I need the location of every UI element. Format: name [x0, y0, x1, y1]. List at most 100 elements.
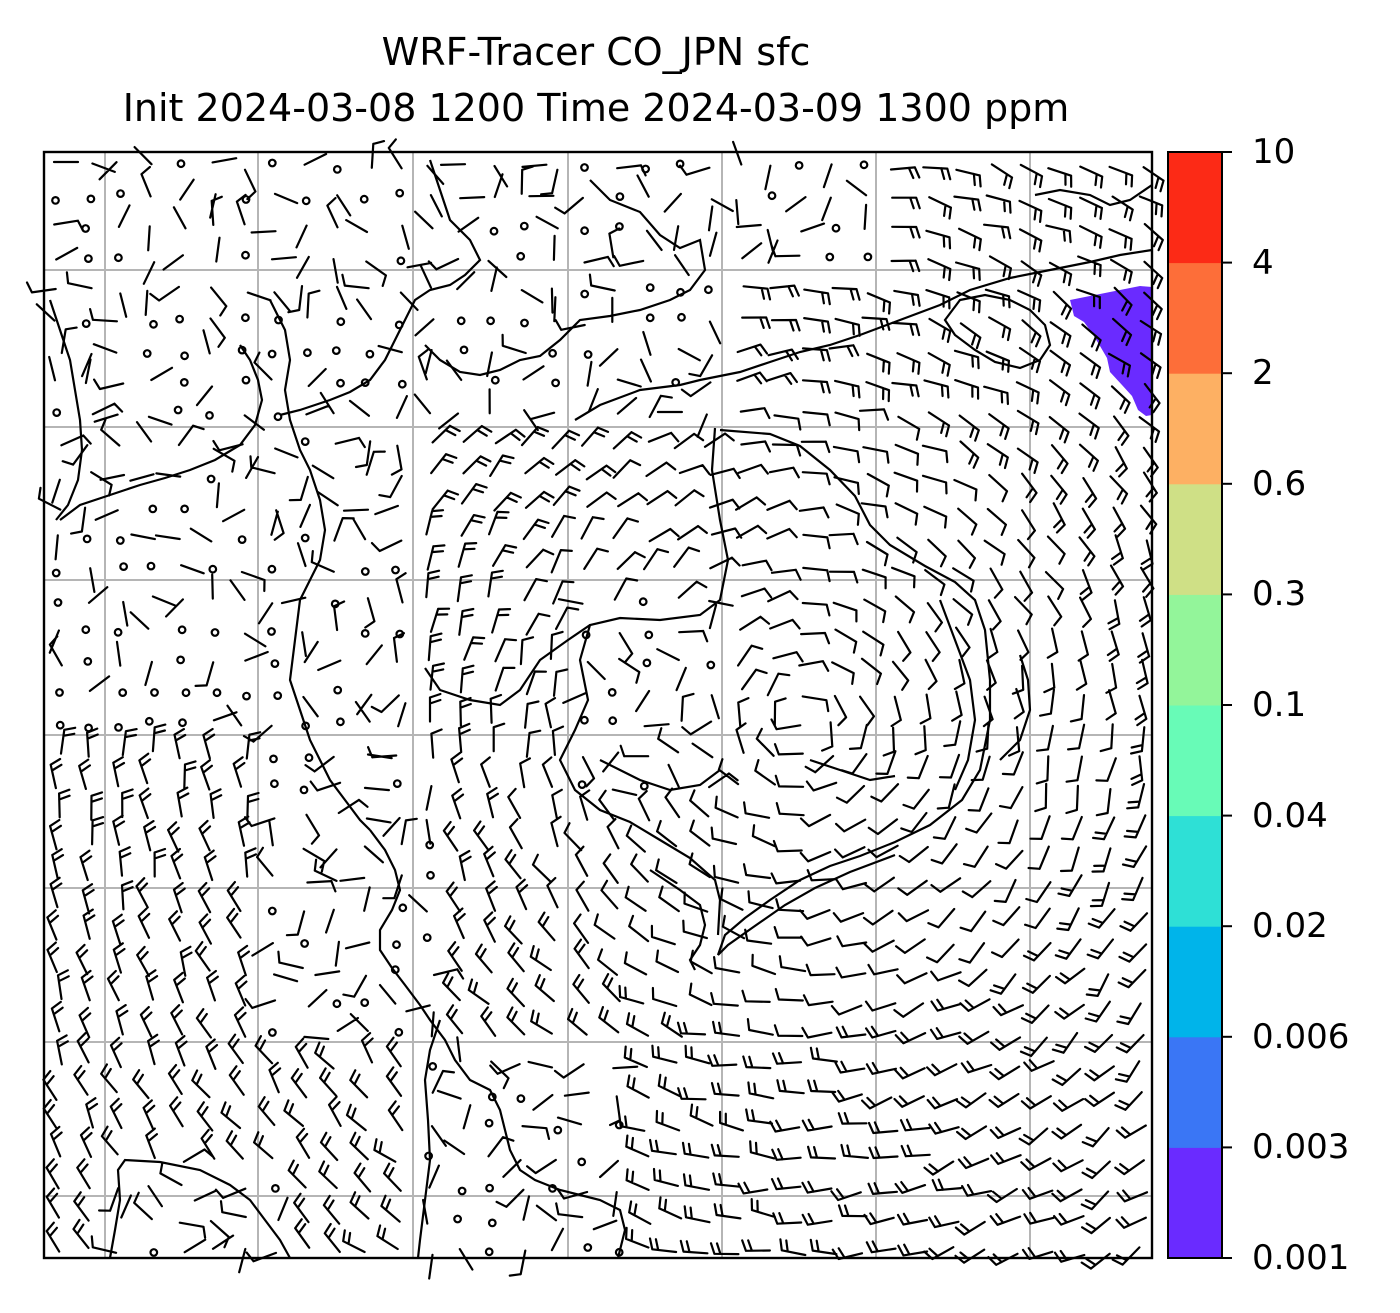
calm-wind-circle	[390, 965, 400, 975]
calm-wind-circle	[237, 345, 247, 355]
calm-wind-circle	[551, 378, 560, 388]
calm-wind-circle	[490, 375, 500, 385]
calm-wind-circle	[639, 781, 649, 791]
calm-wind-circle	[704, 285, 713, 295]
calm-wind-circle	[173, 405, 183, 415]
calm-wind-circle	[116, 189, 125, 199]
calm-wind-circle	[331, 346, 341, 356]
calm-wind-circle	[489, 226, 499, 236]
calm-wind-circle	[300, 437, 310, 447]
calm-wind-circle	[671, 378, 681, 387]
calm-wind-circle	[113, 253, 123, 263]
calm-wind-circle	[642, 658, 652, 668]
calm-wind-circle	[210, 628, 220, 637]
calm-wind-circle	[487, 1092, 497, 1102]
calm-wind-circle	[150, 688, 159, 697]
colorbar-tick-label: 0.6	[1252, 463, 1307, 504]
calm-wind-circle	[144, 716, 154, 726]
calm-wind-circle	[457, 1186, 467, 1196]
calm-wind-circle	[548, 1183, 557, 1193]
colorbar-tick-label: 0.003	[1252, 1127, 1350, 1168]
calm-wind-circle	[863, 252, 873, 262]
calm-wind-circle	[580, 163, 589, 172]
calm-wind-circle	[336, 317, 346, 327]
calm-wind-circle	[580, 289, 590, 299]
calm-wind-circle	[208, 564, 218, 574]
calm-wind-circle	[485, 1183, 495, 1193]
calm-wind-circle	[398, 903, 408, 913]
calm-wind-circle	[241, 375, 251, 385]
calm-wind-circle	[149, 1248, 159, 1257]
chart-title-line2: Init 2024-03-08 1200 Time 2024-03-09 130…	[122, 86, 1070, 130]
calm-wind-circle	[267, 627, 276, 636]
calm-wind-circle	[242, 691, 251, 701]
calm-wind-circle	[273, 691, 283, 700]
calm-wind-circle	[179, 378, 189, 387]
calm-wind-circle	[397, 379, 407, 389]
colorbar-tick-label: 10	[1252, 132, 1296, 172]
colorbar-tick-label: 0.3	[1252, 574, 1307, 615]
calm-wind-circle	[175, 314, 185, 324]
calm-wind-circle	[336, 378, 345, 388]
calm-wind-circle	[484, 1118, 494, 1128]
calm-wind-circle	[118, 688, 128, 697]
calm-wind-circle	[300, 939, 310, 948]
calm-wind-circle	[55, 688, 64, 697]
calm-wind-circle	[392, 779, 402, 788]
calm-wind-circle	[180, 504, 190, 514]
calm-wind-circle	[267, 564, 277, 574]
colorbar-bin	[1168, 483, 1222, 595]
calm-wind-circle	[394, 1027, 404, 1037]
calm-wind-circle	[645, 313, 655, 323]
calm-wind-circle	[241, 250, 250, 260]
calm-wind-circle	[241, 195, 251, 204]
calm-wind-circle	[336, 717, 345, 727]
calm-wind-circle	[299, 785, 309, 795]
chart-title-line1: WRF-Tracer CO_JPN sfc	[381, 30, 811, 74]
calm-wind-circle	[51, 195, 60, 205]
calm-wind-circle	[519, 221, 529, 231]
calm-wind-circle	[267, 349, 277, 359]
calm-wind-circle	[645, 283, 655, 293]
calm-wind-circle	[638, 597, 648, 607]
colorbar-bin	[1168, 152, 1222, 264]
calm-wind-circle	[516, 1094, 526, 1103]
calm-wind-circle	[52, 408, 62, 418]
colorbar-bin	[1168, 1147, 1222, 1259]
colorbar-tick-label: 4	[1252, 242, 1274, 283]
calm-wind-circle	[394, 320, 404, 330]
calm-wind-circle	[81, 625, 91, 635]
colorbar-tick-label: 0.02	[1252, 906, 1328, 947]
colorbar-bin	[1168, 926, 1222, 1038]
map-background	[44, 152, 1152, 1258]
calm-wind-circle	[360, 567, 370, 576]
calm-wind-circle	[607, 688, 617, 697]
calm-wind-circle	[178, 718, 187, 728]
wind-barb-shafts	[25, 138, 1165, 1280]
calm-wind-circle	[146, 561, 156, 571]
calm-wind-circle	[456, 316, 466, 326]
calm-wind-circle	[825, 252, 835, 262]
calm-wind-circle	[301, 196, 311, 206]
calm-wind-circle	[360, 378, 370, 388]
colorbar	[1167, 151, 1232, 1259]
calm-wind-circle	[365, 349, 375, 359]
calm-wind-circle	[300, 533, 310, 543]
calm-wind-circle	[53, 598, 63, 607]
calm-wind-circle	[83, 657, 93, 666]
calm-wind-circle	[422, 933, 432, 942]
calm-wind-circle	[831, 223, 841, 233]
calm-wind-circle	[360, 629, 370, 638]
calm-wind-circle	[333, 685, 343, 695]
calm-wind-circle	[205, 411, 214, 420]
colorbar-bin	[1168, 262, 1222, 374]
calm-wind-circle	[303, 348, 312, 358]
calm-wind-circle	[114, 723, 123, 732]
colorbar-tick-label: 0.006	[1252, 1016, 1350, 1057]
calm-wind-circle	[51, 568, 61, 578]
calm-wind-circle	[82, 534, 92, 544]
calm-wind-circle	[548, 348, 557, 358]
calm-wind-circle	[267, 906, 277, 916]
calm-wind-circle	[177, 625, 187, 635]
